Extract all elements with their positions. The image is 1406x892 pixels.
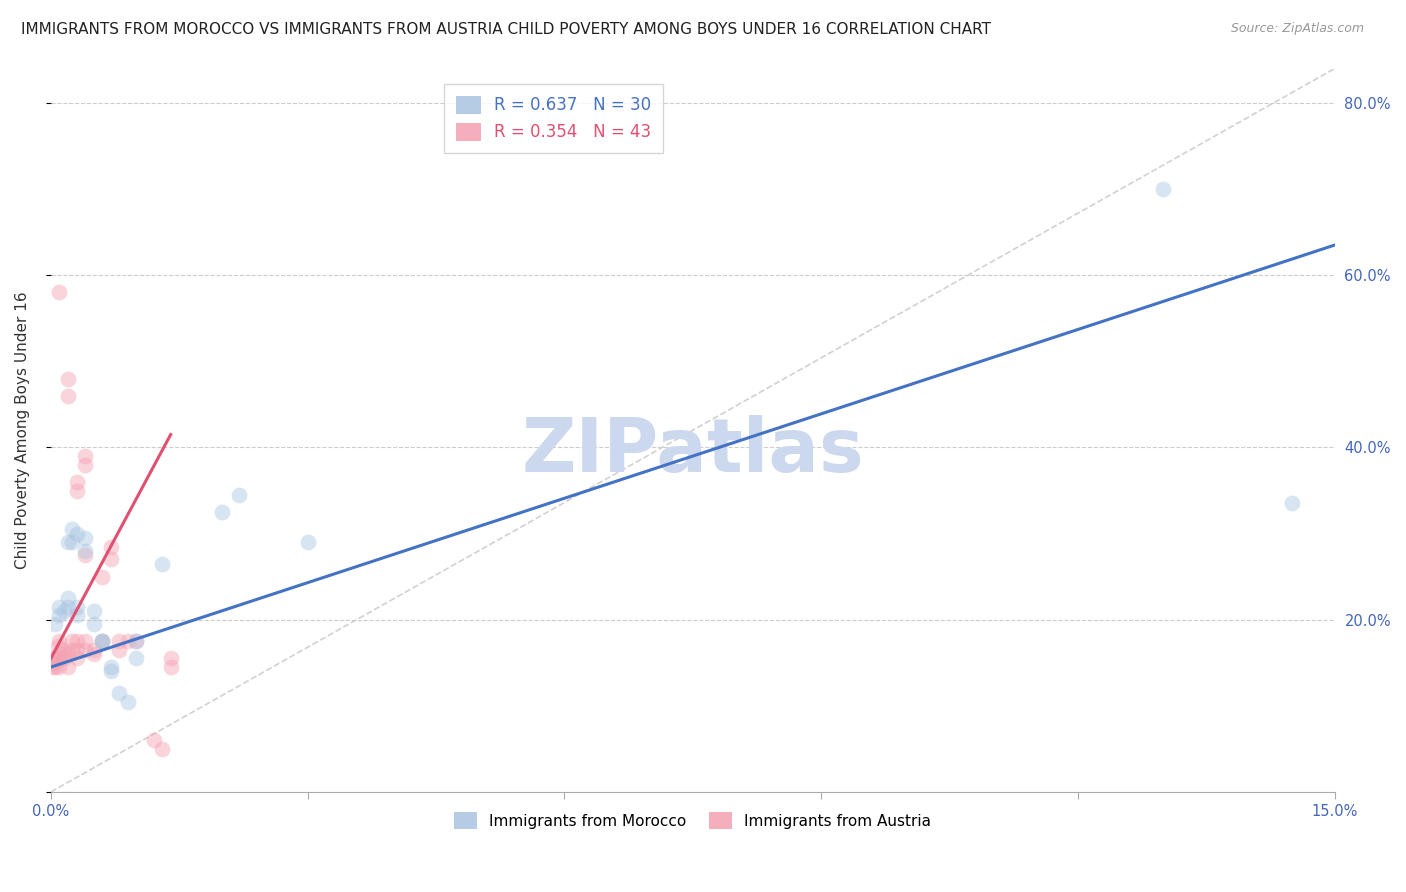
Point xyxy=(48,660,70,674)
Point xyxy=(297,535,319,549)
Legend: Immigrants from Morocco, Immigrants from Austria: Immigrants from Morocco, Immigrants from… xyxy=(449,806,938,835)
Point xyxy=(91,634,114,648)
Point xyxy=(91,569,114,583)
Point xyxy=(44,651,66,665)
Point xyxy=(1153,182,1175,196)
Point xyxy=(46,639,69,653)
Point xyxy=(75,544,97,558)
Point xyxy=(65,651,87,665)
Point xyxy=(44,660,66,674)
Point xyxy=(117,634,139,648)
Point xyxy=(150,742,173,756)
Point xyxy=(42,656,65,670)
Text: IMMIGRANTS FROM MOROCCO VS IMMIGRANTS FROM AUSTRIA CHILD POVERTY AMONG BOYS UNDE: IMMIGRANTS FROM MOROCCO VS IMMIGRANTS FR… xyxy=(21,22,991,37)
Point xyxy=(100,540,122,554)
Point xyxy=(125,634,148,648)
Text: Source: ZipAtlas.com: Source: ZipAtlas.com xyxy=(1230,22,1364,36)
Point xyxy=(60,634,83,648)
Point xyxy=(75,449,97,463)
Point xyxy=(60,522,83,536)
Point xyxy=(159,660,181,674)
Point xyxy=(83,604,105,618)
Point xyxy=(56,371,79,385)
Point xyxy=(56,660,79,674)
Point xyxy=(75,643,97,657)
Point xyxy=(65,475,87,489)
Point xyxy=(100,552,122,566)
Point xyxy=(65,634,87,648)
Point xyxy=(48,651,70,665)
Point xyxy=(52,604,75,618)
Point xyxy=(125,634,148,648)
Point xyxy=(52,651,75,665)
Point xyxy=(91,634,114,648)
Point xyxy=(65,608,87,623)
Point xyxy=(83,643,105,657)
Point xyxy=(56,389,79,403)
Point xyxy=(150,557,173,571)
Point xyxy=(56,591,79,606)
Point xyxy=(48,634,70,648)
Point xyxy=(117,694,139,708)
Point xyxy=(83,617,105,632)
Point xyxy=(100,665,122,679)
Point xyxy=(83,647,105,661)
Point xyxy=(65,483,87,498)
Point xyxy=(75,548,97,562)
Point xyxy=(75,531,97,545)
Point xyxy=(60,535,83,549)
Point xyxy=(159,651,181,665)
Y-axis label: Child Poverty Among Boys Under 16: Child Poverty Among Boys Under 16 xyxy=(15,292,30,569)
Point xyxy=(91,634,114,648)
Point xyxy=(42,651,65,665)
Point xyxy=(1281,496,1303,510)
Point xyxy=(108,686,131,700)
Point xyxy=(142,733,165,747)
Point xyxy=(228,488,250,502)
Text: ZIPatlas: ZIPatlas xyxy=(522,416,865,489)
Point xyxy=(56,535,79,549)
Point xyxy=(56,647,79,661)
Point xyxy=(100,660,122,674)
Point xyxy=(44,617,66,632)
Point xyxy=(48,599,70,614)
Point xyxy=(125,651,148,665)
Point xyxy=(48,608,70,623)
Point xyxy=(65,643,87,657)
Point xyxy=(65,526,87,541)
Point xyxy=(52,643,75,657)
Point xyxy=(75,458,97,472)
Point xyxy=(56,599,79,614)
Point xyxy=(48,285,70,300)
Point xyxy=(65,599,87,614)
Point xyxy=(108,643,131,657)
Point xyxy=(211,505,233,519)
Point xyxy=(49,647,72,661)
Point xyxy=(41,660,63,674)
Point xyxy=(108,634,131,648)
Point xyxy=(60,643,83,657)
Point xyxy=(75,634,97,648)
